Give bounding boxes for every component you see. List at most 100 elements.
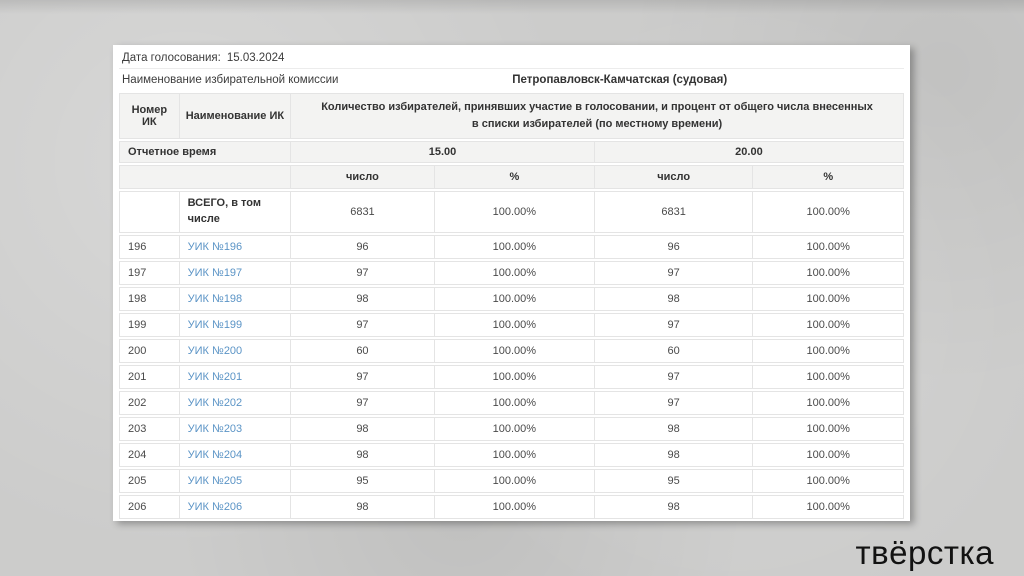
count-20: 97 [593,261,753,285]
count-15: 96 [290,235,434,259]
count-15: 95 [290,469,434,493]
uik-number: 206 [119,495,179,519]
count-20: 97 [593,313,753,337]
count-15: 98 [290,417,434,441]
uik-name-cell: УИК №202 [178,391,291,415]
percent-20: 100.00% [752,365,904,389]
uik-number: 205 [119,469,179,493]
vote-date-label: Дата голосования: [122,52,221,64]
table-row: 196 УИК №196 96 100.00% 96 100.00% [119,235,904,259]
percent-15: 100.00% [433,339,594,363]
table-body: 196 УИК №196 96 100.00% 96 100.00% 197 У… [119,235,904,519]
uik-number: 203 [119,417,179,441]
uik-link[interactable]: УИК №197 [187,267,243,279]
uik-number: 199 [119,313,179,337]
col-header-ik-name: Наименование ИК [178,93,291,139]
percent-20: 100.00% [752,469,904,493]
uik-link[interactable]: УИК №199 [187,319,243,331]
table-row: 204 УИК №204 98 100.00% 98 100.00% [119,443,904,467]
subheader-empty [119,165,291,189]
subheader-percent-15: % [433,165,594,189]
count-15: 97 [290,391,434,415]
uik-number: 196 [119,235,179,259]
uik-name-cell: УИК №205 [178,469,291,493]
table-row: 202 УИК №202 97 100.00% 97 100.00% [119,391,904,415]
percent-20: 100.00% [752,287,904,311]
percent-20: 100.00% [752,261,904,285]
count-20: 97 [593,391,753,415]
table-row: 198 УИК №198 98 100.00% 98 100.00% [119,287,904,311]
uik-link[interactable]: УИК №204 [187,449,243,461]
count-20: 60 [593,339,753,363]
total-percent-20: 100.00% [752,191,904,233]
percent-20: 100.00% [752,235,904,259]
table-row: 206 УИК №206 98 100.00% 98 100.00% [119,495,904,519]
uik-link[interactable]: УИК №198 [187,293,243,305]
uik-number: 202 [119,391,179,415]
total-row: ВСЕГО, в том числе 6831 100.00% 6831 100… [119,191,904,233]
total-number-cell [119,191,179,233]
uik-number: 198 [119,287,179,311]
uik-link[interactable]: УИК №201 [187,371,243,383]
percent-15: 100.00% [433,287,594,311]
col-header-participation: Количество избирателей, принявших участи… [290,93,904,139]
count-20: 96 [593,235,753,259]
uik-name-cell: УИК №198 [178,287,291,311]
vote-date-row: Дата голосования: 15.03.2024 [119,48,904,69]
uik-link[interactable]: УИК №202 [187,397,243,409]
count-20: 98 [593,417,753,441]
total-name: ВСЕГО, в том числе [178,191,291,233]
count-15: 97 [290,313,434,337]
count-15: 97 [290,261,434,285]
count-15: 97 [290,365,434,389]
table-row: 197 УИК №197 97 100.00% 97 100.00% [119,261,904,285]
percent-15: 100.00% [433,261,594,285]
commission-label: Наименование избирательной комиссии [122,74,339,86]
uik-name-cell: УИК №200 [178,339,291,363]
total-count-15: 6831 [290,191,434,233]
uik-name-cell: УИК №197 [178,261,291,285]
turnout-table: Номер ИК Наименование ИК Количество изби… [119,91,904,521]
uik-number: 200 [119,339,179,363]
percent-20: 100.00% [752,313,904,337]
time-slot-20: 20.00 [593,141,904,163]
percent-15: 100.00% [433,469,594,493]
percent-15: 100.00% [433,365,594,389]
percent-15: 100.00% [433,313,594,337]
commission-name: Петропавловск-Камчатская (судовая) [512,74,728,86]
count-15: 98 [290,287,434,311]
percent-20: 100.00% [752,339,904,363]
table-row: 205 УИК №205 95 100.00% 95 100.00% [119,469,904,493]
table-row: 201 УИК №201 97 100.00% 97 100.00% [119,365,904,389]
total-percent-15: 100.00% [433,191,594,233]
uik-number: 197 [119,261,179,285]
subheader-count-20: число [593,165,753,189]
percent-15: 100.00% [433,443,594,467]
total-count-20: 6831 [593,191,753,233]
uik-name-cell: УИК №201 [178,365,291,389]
time-slot-15: 15.00 [290,141,594,163]
count-20: 98 [593,495,753,519]
report-card: Дата голосования: 15.03.2024 Наименование… [113,45,910,521]
percent-20: 100.00% [752,417,904,441]
subheader-count-15: число [290,165,434,189]
uik-link[interactable]: УИК №205 [187,475,243,487]
percent-15: 100.00% [433,235,594,259]
count-15: 98 [290,495,434,519]
percent-20: 100.00% [752,443,904,467]
count-15: 60 [290,339,434,363]
percent-15: 100.00% [433,391,594,415]
count-20: 98 [593,443,753,467]
uik-number: 201 [119,365,179,389]
uik-name-cell: УИК №204 [178,443,291,467]
uik-link[interactable]: УИК №196 [187,241,243,253]
count-20: 98 [593,287,753,311]
uik-link[interactable]: УИК №200 [187,345,243,357]
uik-link[interactable]: УИК №203 [187,423,243,435]
uik-name-cell: УИК №206 [178,495,291,519]
uik-name-cell: УИК №199 [178,313,291,337]
count-15: 98 [290,443,434,467]
uik-link[interactable]: УИК №206 [187,501,243,513]
commission-row: Наименование избирательной комиссии Петр… [119,69,904,91]
verstka-logo: твёрстка [855,534,994,571]
